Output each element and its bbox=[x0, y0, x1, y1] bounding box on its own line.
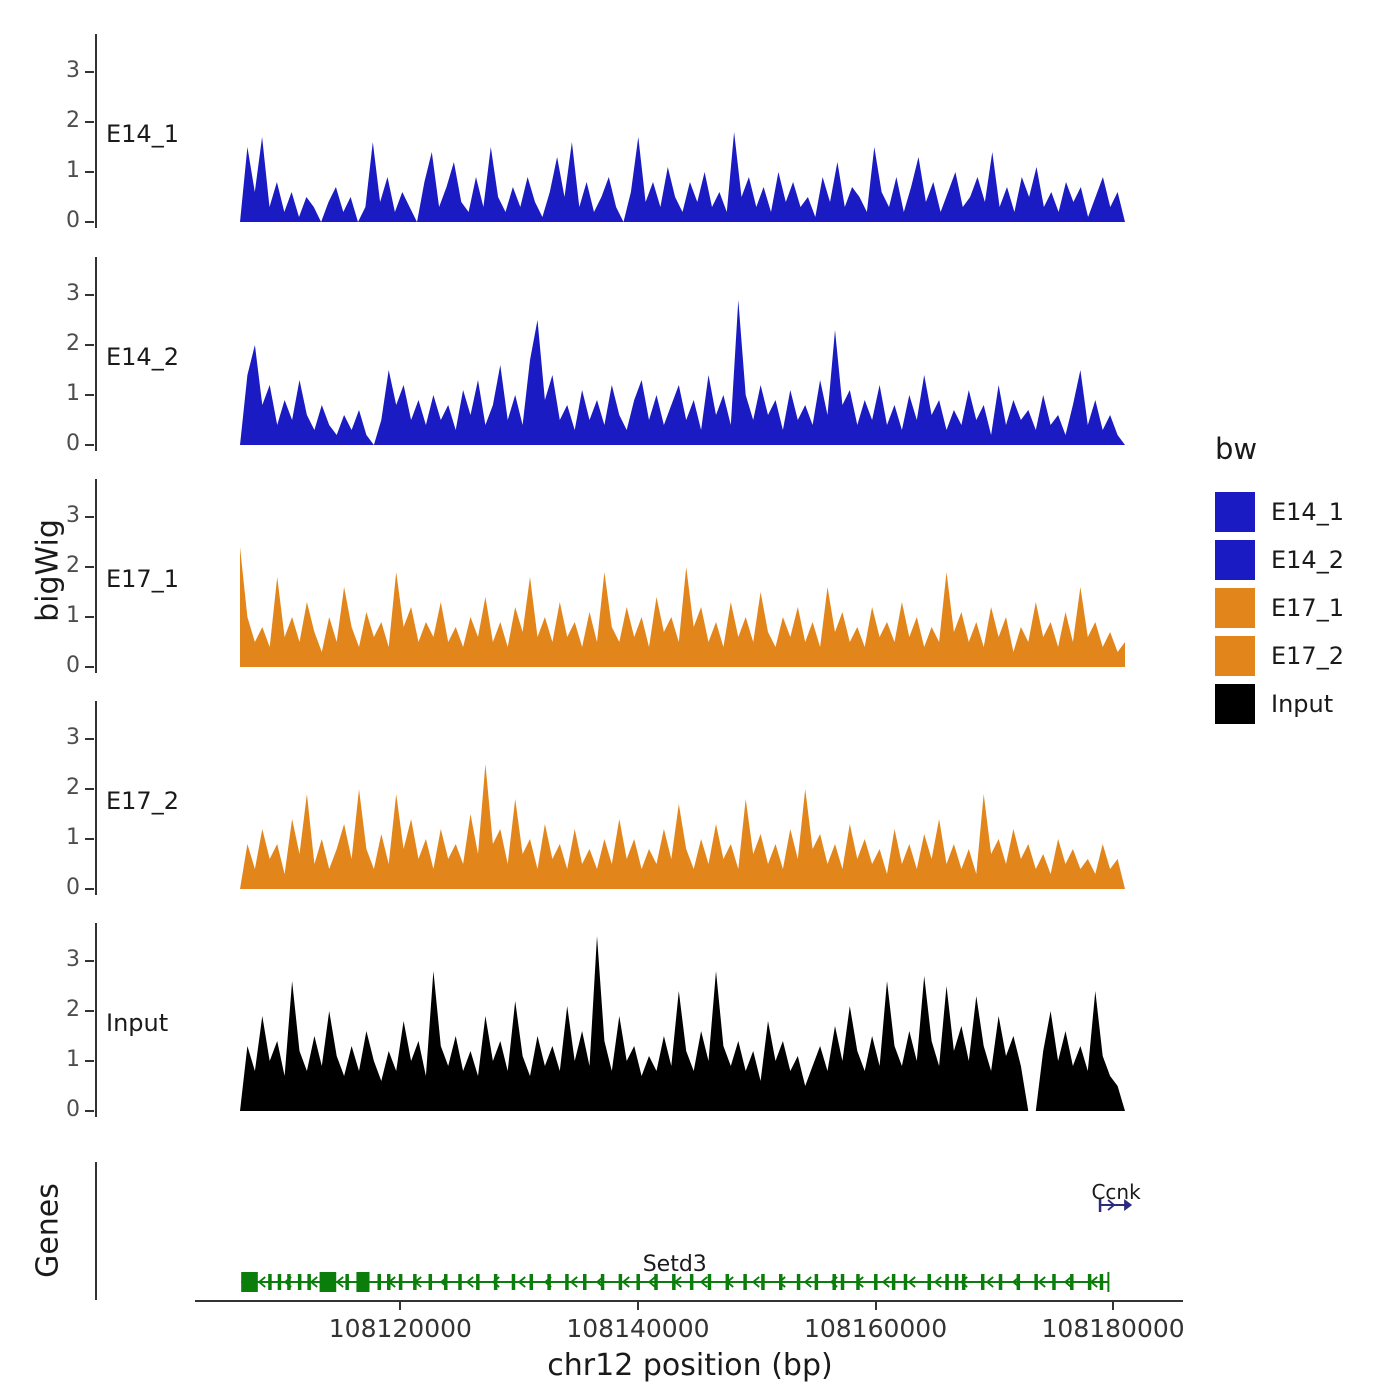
legend: bw E14_1 E14_2 E17_1 E17_2 Input bbox=[1215, 432, 1344, 728]
y-tick-label: 1 bbox=[66, 158, 80, 183]
genes-track bbox=[241, 1198, 1133, 1292]
y-tick-label: 1 bbox=[66, 1047, 80, 1072]
legend-swatch-E14_2 bbox=[1215, 540, 1255, 580]
track-label: E17_1 bbox=[106, 565, 179, 593]
y-tick-label: 2 bbox=[66, 775, 80, 800]
y-tick-mark bbox=[85, 838, 94, 840]
y-tick-mark bbox=[85, 71, 94, 73]
y-tick-mark bbox=[85, 221, 94, 223]
legend-entry-label: E17_1 bbox=[1271, 594, 1344, 622]
y-tick-mark bbox=[85, 171, 94, 173]
legend-entry-Input: Input bbox=[1215, 680, 1344, 728]
y-tick-mark bbox=[85, 121, 94, 123]
y-tick-mark bbox=[85, 1010, 94, 1012]
legend-entry-E17_2: E17_2 bbox=[1215, 632, 1344, 680]
track-y-axis-line bbox=[95, 923, 97, 1117]
track-label: E14_2 bbox=[106, 343, 179, 371]
track-y-axis-line bbox=[95, 34, 97, 228]
track-label: E17_2 bbox=[106, 787, 179, 815]
y-tick-label: 0 bbox=[66, 653, 80, 678]
track-y-axis-line bbox=[95, 257, 97, 451]
y-tick-label: 0 bbox=[66, 875, 80, 900]
x-tick-label: 108160000 bbox=[803, 1314, 948, 1343]
y-tick-mark bbox=[85, 960, 94, 962]
signal-area-E14_1 bbox=[240, 132, 1125, 222]
x-tick-label: 108140000 bbox=[566, 1314, 710, 1343]
genes-y-axis-line bbox=[95, 1162, 97, 1300]
signal-area-E17_2 bbox=[240, 764, 1125, 889]
y-tick-label: 3 bbox=[66, 58, 80, 83]
y-tick-label: 2 bbox=[66, 553, 80, 578]
x-tick-label: 108180000 bbox=[1041, 1314, 1185, 1343]
y-tick-label: 2 bbox=[66, 108, 80, 133]
y-tick-label: 0 bbox=[66, 1097, 80, 1122]
x-tick-mark bbox=[874, 1302, 877, 1310]
y-tick-mark bbox=[85, 788, 94, 790]
legend-swatch-Input bbox=[1215, 684, 1255, 724]
y-tick-label: 3 bbox=[66, 725, 80, 750]
y-tick-mark bbox=[85, 666, 94, 668]
track-y-axis-line bbox=[95, 479, 97, 673]
legend-swatch-E14_1 bbox=[1215, 492, 1255, 532]
legend-title: bw bbox=[1215, 432, 1258, 466]
y-tick-label: 3 bbox=[66, 503, 80, 528]
legend-entry-label: Input bbox=[1271, 690, 1334, 718]
y-tick-mark bbox=[85, 1060, 94, 1062]
y-tick-label: 2 bbox=[66, 331, 80, 356]
y-tick-mark bbox=[85, 566, 94, 568]
legend-entry-E17_1: E17_1 bbox=[1215, 584, 1344, 632]
track-label: Input bbox=[106, 1009, 169, 1037]
track-y-axis-line bbox=[95, 701, 97, 895]
y-tick-mark bbox=[85, 294, 94, 296]
y-tick-mark bbox=[85, 344, 94, 346]
legend-entries: E14_1 E14_2 E17_1 E17_2 Input bbox=[1215, 488, 1344, 728]
legend-entry-label: E14_1 bbox=[1271, 498, 1344, 526]
y-tick-label: 3 bbox=[66, 281, 80, 306]
legend-swatch-E17_1 bbox=[1215, 588, 1255, 628]
signal-area-Input bbox=[240, 936, 1125, 1111]
signal-area-E17_1 bbox=[240, 547, 1125, 667]
legend-entry-E14_1: E14_1 bbox=[1215, 488, 1344, 536]
x-axis-line bbox=[195, 1300, 1183, 1302]
x-tick-mark bbox=[636, 1302, 639, 1310]
y-tick-mark bbox=[85, 738, 94, 740]
y-tick-label: 1 bbox=[66, 381, 80, 406]
y-tick-label: 1 bbox=[66, 825, 80, 850]
legend-swatch-E17_2 bbox=[1215, 636, 1255, 676]
signal-area-E14_2 bbox=[240, 300, 1125, 445]
y-tick-mark bbox=[85, 1110, 94, 1112]
y-tick-mark bbox=[85, 516, 94, 518]
legend-entry-label: E17_2 bbox=[1271, 642, 1344, 670]
y-tick-mark bbox=[85, 394, 94, 396]
x-tick-mark bbox=[399, 1302, 402, 1310]
gene-label-setd3: Setd3 bbox=[642, 1252, 707, 1277]
x-tick-mark bbox=[1112, 1302, 1115, 1310]
x-tick-label: 108120000 bbox=[328, 1314, 472, 1343]
y-tick-label: 3 bbox=[66, 947, 80, 972]
y-tick-mark bbox=[85, 888, 94, 890]
track-label: E14_1 bbox=[106, 120, 179, 148]
legend-entry-E14_2: E14_2 bbox=[1215, 536, 1344, 584]
legend-entry-label: E14_2 bbox=[1271, 546, 1344, 574]
y-tick-label: 0 bbox=[66, 208, 80, 233]
y-tick-mark bbox=[85, 444, 94, 446]
x-axis-title: chr12 position (bp) bbox=[547, 1348, 833, 1383]
y-tick-label: 1 bbox=[66, 603, 80, 628]
gene-label-ccnk: Ccnk bbox=[1091, 1180, 1141, 1204]
y-tick-mark bbox=[85, 616, 94, 618]
y-tick-label: 2 bbox=[66, 997, 80, 1022]
y-tick-label: 0 bbox=[66, 431, 80, 456]
